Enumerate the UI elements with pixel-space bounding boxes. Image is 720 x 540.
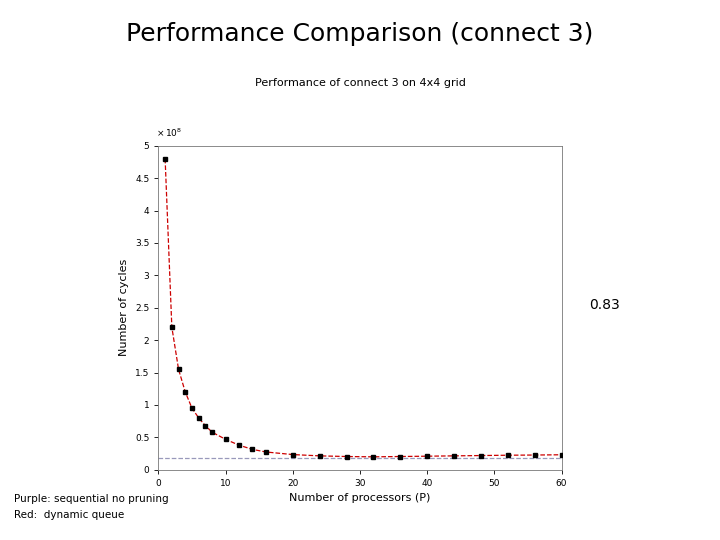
Y-axis label: Number of cycles: Number of cycles xyxy=(120,259,130,356)
Text: Red:  dynamic queue: Red: dynamic queue xyxy=(14,510,125,521)
Text: 0.83: 0.83 xyxy=(589,298,620,312)
Text: Purple: sequential no pruning: Purple: sequential no pruning xyxy=(14,494,169,504)
Text: Performance Comparison (connect 3): Performance Comparison (connect 3) xyxy=(126,22,594,45)
Text: $\times\,10^8$: $\times\,10^8$ xyxy=(156,127,182,139)
Text: Performance of connect 3 on 4x4 grid: Performance of connect 3 on 4x4 grid xyxy=(255,78,465,89)
X-axis label: Number of processors (P): Number of processors (P) xyxy=(289,494,431,503)
